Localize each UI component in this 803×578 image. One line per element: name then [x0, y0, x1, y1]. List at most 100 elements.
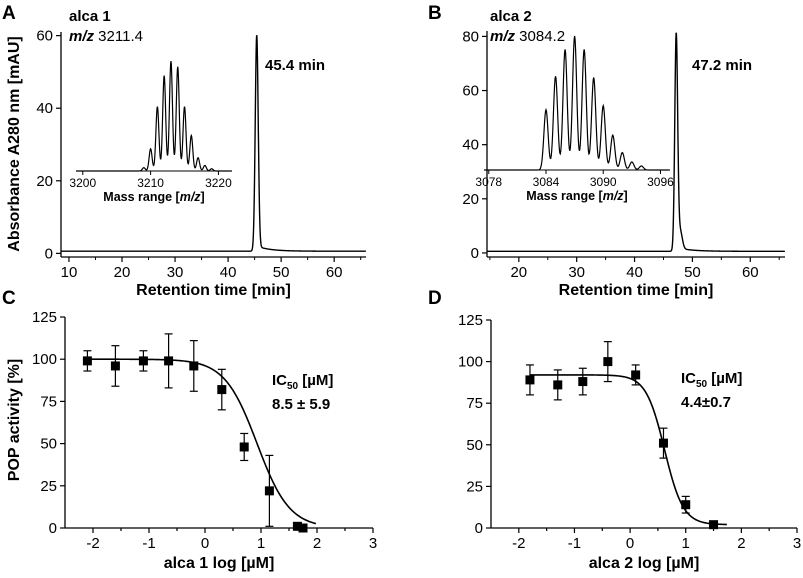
- data-point: [189, 361, 199, 371]
- data-point: [525, 375, 535, 385]
- x-tick-label: 1: [257, 535, 265, 552]
- y-tick-label: 40: [36, 100, 53, 117]
- panel-b: B 20 30 40 50 60 0 20 40 60 80 Retention time [min]…: [428, 3, 785, 299]
- mz-prefix: m/z: [490, 28, 516, 45]
- y-tick-label: 100: [32, 351, 57, 368]
- data-point: [298, 523, 308, 533]
- data-point: [138, 356, 148, 366]
- x-tick-label: 30: [568, 264, 585, 281]
- ic50-value: 8.5 ± 5.9: [272, 396, 330, 413]
- y-tick-label: 50: [40, 436, 57, 453]
- inset-x-axis-label: Mass range [m/z]: [103, 190, 204, 204]
- y-tick-label: 100: [458, 354, 483, 371]
- mz-label: m/z 3084.2: [490, 28, 565, 45]
- x-tick-label: 2: [313, 535, 321, 552]
- y-tick-label: 0: [471, 245, 479, 262]
- x-axis-label: Retention time [min]: [559, 282, 714, 299]
- data-point: [681, 500, 691, 510]
- y-tick-label: 20: [462, 191, 479, 208]
- x-tick-label: 3: [793, 535, 801, 552]
- mz-value: 3084.2: [515, 28, 565, 45]
- data-point: [82, 356, 92, 366]
- y-tick-label: 75: [40, 393, 57, 410]
- data-point: [239, 442, 249, 452]
- mz-value: 3211.4: [94, 28, 143, 45]
- ic50-label: IC50 [µM]: [272, 372, 333, 392]
- panel-letter-c: C: [2, 288, 16, 309]
- panel-letter-a: A: [2, 3, 16, 24]
- compound-label: alca 2: [490, 8, 532, 25]
- y-axis-label: Absorbance A280 nm [mAU]: [6, 36, 23, 251]
- y-tick-label: 25: [466, 478, 483, 495]
- ic50-label-main: IC: [681, 370, 696, 387]
- x-tick-label: 20: [114, 264, 131, 281]
- chromatogram-trace: [487, 32, 785, 253]
- y-tick-label: 25: [40, 478, 57, 495]
- inset-x-tick-label: 3090: [590, 175, 617, 189]
- fit-curve: [87, 358, 317, 525]
- ic50-value: 4.4±0.7: [681, 394, 731, 411]
- data-point: [164, 356, 174, 366]
- x-tick-label: -1: [568, 535, 581, 552]
- y-tick-label: 40: [462, 137, 479, 154]
- inset-isotope-trace: [484, 35, 670, 171]
- inset-label-suffix: ]: [201, 190, 205, 204]
- compound-label: alca 1: [69, 8, 111, 25]
- inset-label-prefix: Mass range [: [526, 189, 603, 203]
- x-tick-label: 10: [61, 264, 78, 281]
- x-axis-label: alca 2 log [µM]: [589, 555, 700, 572]
- ic50-label-subscript: 50: [287, 381, 299, 392]
- y-tick-label: 20: [36, 173, 53, 190]
- inset-x-tick-label: 3084: [533, 175, 560, 189]
- ic50-label-unit: [µM]: [707, 370, 742, 387]
- ic50-label-main: IC: [272, 372, 287, 389]
- panel-letter-d: D: [428, 288, 442, 309]
- mz-prefix: m/z: [69, 28, 95, 45]
- data-point: [292, 521, 302, 531]
- peak-retention-label: 45.4 min: [265, 57, 325, 74]
- ic50-label-unit: [µM]: [298, 372, 333, 389]
- inset-x-tick-label: 3220: [205, 176, 232, 190]
- data-point: [603, 357, 613, 367]
- inset-x-tick-label: 3078: [475, 175, 502, 189]
- y-tick-label: 0: [475, 520, 483, 537]
- inset-x-tick-label: 3200: [69, 176, 96, 190]
- y-tick-label: 50: [466, 437, 483, 454]
- x-tick-label: 1: [682, 535, 690, 552]
- data-point: [553, 380, 563, 390]
- y-tick-label: 75: [466, 395, 483, 412]
- data-point: [264, 486, 274, 496]
- inset-label-prefix: Mass range [: [103, 190, 180, 204]
- y-tick-label: 80: [462, 28, 479, 45]
- x-tick-label: 50: [684, 264, 701, 281]
- y-tick-label: 125: [32, 309, 57, 326]
- panel-letter-b: B: [428, 3, 442, 24]
- x-tick-label: 20: [510, 264, 527, 281]
- y-tick-label: 0: [45, 245, 53, 262]
- inset-x-tick-label: 3096: [647, 175, 674, 189]
- x-tick-label: 60: [742, 264, 759, 281]
- data-point: [578, 377, 588, 387]
- peak-retention-label: 47.2 min: [692, 57, 752, 74]
- x-tick-label: 30: [167, 264, 184, 281]
- panel-a: A 10 20 30 40 50 60 0 20 40 60 Retention time [min]…: [2, 3, 366, 299]
- ic50-label: IC50 [µM]: [681, 370, 742, 390]
- inset-x-tick-label: 3210: [137, 176, 164, 190]
- inset-label-italic: m/z: [180, 190, 202, 204]
- x-tick-label: 3: [369, 535, 377, 552]
- inset-x-axis-label: Mass range [m/z]: [526, 189, 627, 203]
- x-tick-label: 40: [220, 264, 237, 281]
- x-axis-label: alca 1 log [µM]: [164, 555, 275, 572]
- x-tick-label: 0: [626, 535, 634, 552]
- mz-label: m/z 3211.4: [69, 28, 143, 45]
- x-tick-label: 60: [326, 264, 343, 281]
- data-point: [217, 385, 227, 395]
- y-tick-label: 60: [36, 28, 53, 45]
- inset-label-italic: m/z: [603, 189, 625, 203]
- data-point: [709, 520, 719, 530]
- x-tick-label: -2: [86, 535, 99, 552]
- ic50-label-subscript: 50: [696, 379, 708, 390]
- data-point: [631, 370, 641, 380]
